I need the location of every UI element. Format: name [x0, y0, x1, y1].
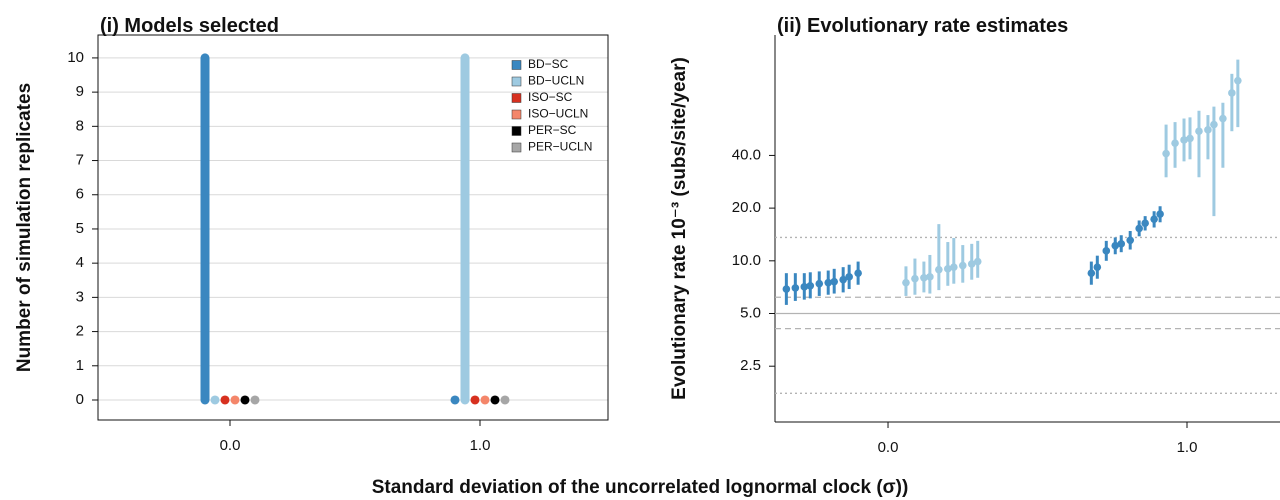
point	[806, 281, 815, 290]
y-tick-label: 9	[76, 83, 84, 100]
y-tick-label: 3	[76, 288, 84, 305]
point	[944, 265, 952, 273]
point	[911, 274, 919, 283]
legend-swatch	[511, 93, 522, 103]
plot-frame	[97, 34, 609, 421]
legend-label: PER−SC	[528, 123, 577, 137]
point	[926, 273, 934, 281]
point	[1186, 134, 1194, 143]
y-tick-label: 8	[76, 117, 84, 134]
point	[791, 284, 800, 292]
x-tick-label: 1.0	[470, 437, 491, 454]
y-tick-label: 2	[76, 323, 84, 340]
point	[824, 278, 833, 287]
point	[958, 261, 967, 270]
point	[830, 277, 839, 286]
y-tick-label: 5.0	[740, 304, 761, 321]
x-tick-label: 0.0	[878, 439, 899, 456]
point	[1093, 263, 1102, 271]
y-tick-label: 7	[76, 152, 84, 169]
y-axis-label: Evolutionary rate 10⁻³ (subs/site/year)	[669, 57, 690, 400]
point	[1162, 149, 1170, 158]
point	[1102, 247, 1111, 255]
point	[1156, 210, 1164, 218]
y-tick-label: 1	[76, 357, 84, 374]
legend-label: ISO−SC	[528, 90, 573, 104]
point	[854, 269, 862, 277]
point	[845, 273, 853, 281]
y-tick-label: 2.5	[740, 357, 761, 374]
legend-label: ISO−UCLN	[528, 107, 588, 121]
point	[1150, 215, 1158, 223]
y-tick-label: 10	[67, 49, 84, 66]
point	[1204, 126, 1212, 134]
y-tick-label: 0	[76, 391, 84, 408]
point	[800, 283, 809, 291]
chart-title: (ii) Evolutionary rate estimates	[777, 15, 1068, 37]
point	[1195, 127, 1203, 136]
point	[1219, 114, 1227, 123]
legend-label: BD−UCLN	[528, 74, 584, 88]
point	[1087, 269, 1096, 277]
y-tick-label: 4	[76, 254, 84, 271]
point	[902, 278, 910, 287]
y-tick-label: 6	[76, 186, 84, 203]
legend-swatch	[511, 109, 522, 120]
point	[1180, 136, 1188, 144]
x-tick-label: 1.0	[1177, 439, 1198, 456]
point	[973, 257, 982, 266]
point	[1111, 241, 1120, 250]
point	[1141, 219, 1149, 228]
point	[935, 265, 943, 274]
point	[1135, 224, 1143, 233]
legend-swatch	[511, 60, 522, 70]
y-tick-label: 5	[76, 220, 84, 237]
point	[920, 273, 928, 282]
y-tick-label: 40.0	[732, 146, 761, 163]
y-axis-label: Number of simulation replicates	[14, 83, 35, 372]
point	[1234, 76, 1242, 85]
point	[839, 275, 847, 284]
point	[815, 279, 824, 288]
point	[967, 260, 976, 268]
point	[1210, 120, 1218, 129]
x-axis-label: Standard deviation of the uncorrelated l…	[372, 477, 909, 498]
legend-swatch	[511, 142, 522, 153]
point	[1171, 139, 1179, 147]
point	[949, 263, 958, 271]
y-tick-label: 20.0	[732, 199, 761, 216]
chart-title: (i) Models selected	[100, 15, 279, 37]
point	[1228, 89, 1236, 97]
point	[782, 285, 791, 293]
legend-label: PER−UCLN	[528, 140, 592, 154]
point	[1126, 236, 1135, 245]
legend-label: BD−SC	[528, 57, 569, 71]
point	[1117, 240, 1126, 248]
legend-swatch	[511, 126, 522, 136]
x-tick-label: 0.0	[220, 437, 241, 454]
legend-swatch	[511, 76, 522, 87]
y-tick-label: 10.0	[732, 252, 761, 269]
